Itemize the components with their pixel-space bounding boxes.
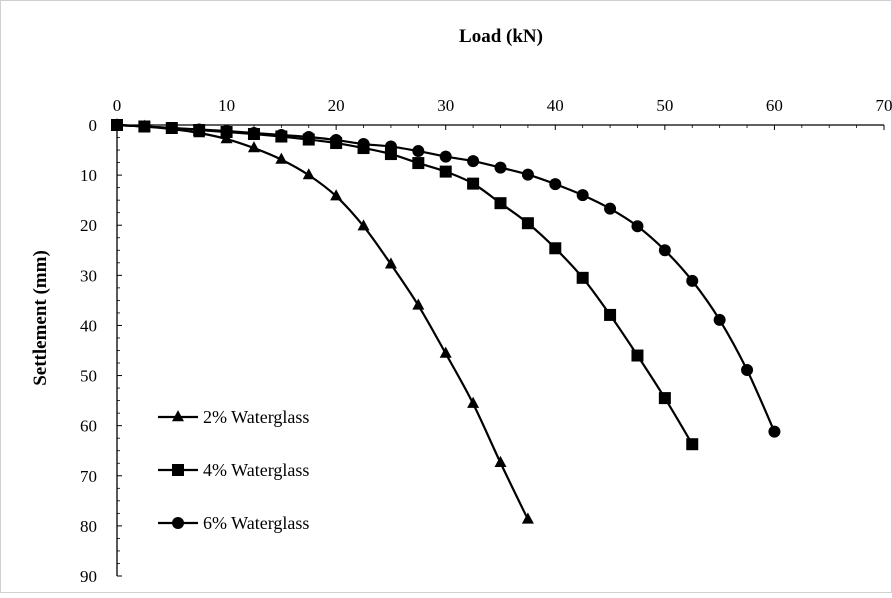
- x-tick-label: 70: [876, 96, 892, 115]
- y-tick-label: 0: [89, 116, 98, 135]
- data-point-circle: [440, 151, 452, 163]
- data-point-circle: [577, 189, 589, 201]
- data-point-square: [522, 217, 534, 229]
- data-point-circle: [467, 155, 479, 167]
- data-point-circle: [659, 244, 671, 256]
- legend-marker-square: [172, 464, 184, 476]
- data-point-circle: [221, 125, 233, 137]
- data-point-square: [412, 157, 424, 169]
- y-tick-label: 10: [80, 166, 97, 185]
- data-point-circle: [549, 178, 561, 190]
- data-point-circle: [631, 220, 643, 232]
- y-tick-label: 20: [80, 216, 97, 235]
- y-tick-label: 60: [80, 417, 97, 436]
- y-tick-label: 80: [80, 517, 97, 536]
- x-tick-label: 60: [766, 96, 783, 115]
- data-point-circle: [686, 275, 698, 287]
- data-point-square: [549, 242, 561, 254]
- data-point-circle: [604, 203, 616, 215]
- data-point-circle: [193, 124, 205, 136]
- data-point-circle: [495, 162, 507, 174]
- data-point-circle: [522, 169, 534, 181]
- legend-label: 2% Waterglass: [203, 407, 309, 427]
- x-tick-label: 20: [328, 96, 345, 115]
- data-point-circle: [768, 426, 780, 438]
- data-point-square: [604, 309, 616, 321]
- data-point-circle: [111, 119, 123, 131]
- data-point-square: [577, 272, 589, 284]
- data-point-square: [440, 166, 452, 178]
- data-point-circle: [358, 138, 370, 150]
- y-axis-title: Settlement (mm): [30, 250, 51, 386]
- data-point-square: [686, 438, 698, 450]
- data-point-square: [495, 197, 507, 209]
- data-point-circle: [714, 314, 726, 326]
- x-tick-label: 0: [113, 96, 122, 115]
- x-tick-label: 10: [218, 96, 235, 115]
- x-axis-title: Load (kN): [459, 26, 543, 47]
- data-point-circle: [412, 145, 424, 157]
- data-point-circle: [303, 131, 315, 143]
- data-point-circle: [330, 134, 342, 146]
- y-tick-label: 30: [80, 266, 97, 285]
- data-point-circle: [166, 122, 178, 134]
- x-tick-label: 50: [656, 96, 673, 115]
- legend-label: 4% Waterglass: [203, 460, 309, 480]
- data-point-circle: [741, 364, 753, 376]
- legend-marker-circle: [172, 517, 184, 529]
- data-point-square: [467, 178, 479, 190]
- data-point-circle: [385, 141, 397, 153]
- data-point-circle: [248, 127, 260, 139]
- y-tick-label: 40: [80, 316, 97, 335]
- y-tick-label: 70: [80, 467, 97, 486]
- data-point-square: [631, 350, 643, 362]
- data-point-circle: [138, 121, 150, 133]
- data-point-circle: [275, 129, 287, 141]
- data-point-square: [659, 392, 671, 404]
- x-tick-label: 30: [437, 96, 454, 115]
- y-tick-label: 90: [80, 567, 97, 586]
- x-tick-label: 40: [547, 96, 564, 115]
- legend-label: 6% Waterglass: [203, 513, 309, 533]
- y-tick-label: 50: [80, 367, 97, 386]
